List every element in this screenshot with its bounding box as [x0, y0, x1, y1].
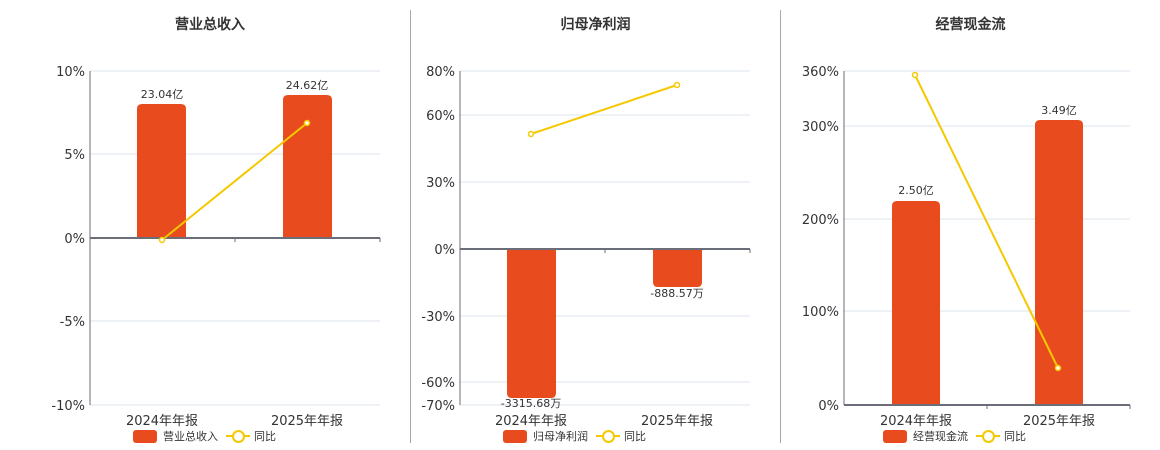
y-tick: 5%: [64, 148, 85, 163]
legend-bar-label[interactable]: 归母净利润: [533, 430, 588, 443]
legend-line-icon: [596, 429, 620, 443]
y-tick: 300%: [802, 120, 839, 135]
y-tick: 60%: [426, 109, 455, 124]
panel-divider: [410, 10, 411, 443]
y-tick: -5%: [60, 315, 85, 330]
chart-plot: 360% 300% 200% 100% 0% 2.50亿 3.49亿 2024年…: [802, 65, 1131, 429]
legend[interactable]: 归母净利润 同比: [503, 428, 646, 444]
chart-title: 归母净利润: [560, 17, 631, 33]
bar-2024: [507, 249, 556, 398]
bar-label: -3315.68万: [501, 397, 561, 410]
x-tick: 2025年年报: [641, 414, 713, 429]
y-tick: 200%: [802, 213, 839, 228]
legend-line-icon: [226, 429, 250, 443]
legend-bar-label[interactable]: 经营现金流: [913, 430, 968, 443]
legend[interactable]: 营业总收入 同比: [133, 428, 276, 444]
x-tick: 2025年年报: [271, 414, 343, 429]
y-tick: 360%: [802, 65, 839, 80]
y-tick: 0%: [434, 243, 455, 258]
y-tick: -60%: [421, 376, 455, 391]
chart-panel-revenue: 营业总收入 10% 5% 0% -5% -10% 23.04亿 24.62亿 2…: [0, 0, 410, 450]
y-tick: -30%: [421, 310, 455, 325]
legend-line-label[interactable]: 同比: [1004, 430, 1026, 443]
y-tick: 0%: [818, 399, 839, 414]
y-tick: -70%: [421, 399, 455, 414]
chart-panel-net-profit: 归母净利润 80% 60% 30% 0% -30% -60% -70%: [411, 0, 780, 450]
chart-plot: 10% 5% 0% -5% -10% 23.04亿 24.62亿 2024年年报…: [51, 65, 381, 429]
y-tick: 10%: [56, 65, 85, 80]
x-tick: 2024年年报: [495, 414, 567, 429]
legend-line-icon: [976, 429, 1000, 443]
legend-bar-swatch: [133, 429, 157, 443]
bar-2025: [283, 95, 332, 238]
bar-label: 2.50亿: [898, 184, 934, 197]
legend-line-label[interactable]: 同比: [254, 430, 276, 443]
y-tick: 0%: [64, 232, 85, 247]
bar-2025: [1035, 120, 1083, 405]
chart-plot: 80% 60% 30% 0% -30% -60% -70% -3315.68万 …: [421, 65, 751, 429]
legend-bar-label[interactable]: 营业总收入: [163, 430, 218, 443]
bar-2024: [137, 104, 186, 238]
legend-line-label[interactable]: 同比: [624, 430, 646, 443]
legend[interactable]: 经营现金流 同比: [883, 428, 1026, 444]
x-tick: 2025年年报: [1023, 414, 1095, 429]
chart-title: 经营现金流: [935, 17, 1006, 33]
bar-label: 23.04亿: [141, 88, 184, 101]
bar-label: -888.57万: [650, 287, 703, 300]
legend-bar-swatch: [503, 429, 527, 443]
y-tick: -10%: [51, 399, 85, 414]
legend-bar-swatch: [883, 429, 907, 443]
y-tick: 80%: [426, 65, 455, 80]
chart-panel-operating-cash-flow: 经营现金流 360% 300% 200% 100% 0% 2.: [781, 0, 1160, 450]
panel-divider: [780, 10, 781, 443]
bar-label: 24.62亿: [286, 79, 329, 92]
y-tick: 30%: [426, 176, 455, 191]
bar-2024: [892, 201, 940, 405]
bar-2025: [653, 249, 702, 287]
x-tick: 2024年年报: [880, 414, 952, 429]
bar-label: 3.49亿: [1041, 104, 1077, 117]
y-tick: 100%: [802, 305, 839, 320]
x-tick: 2024年年报: [126, 414, 198, 429]
chart-title: 营业总收入: [175, 17, 245, 33]
